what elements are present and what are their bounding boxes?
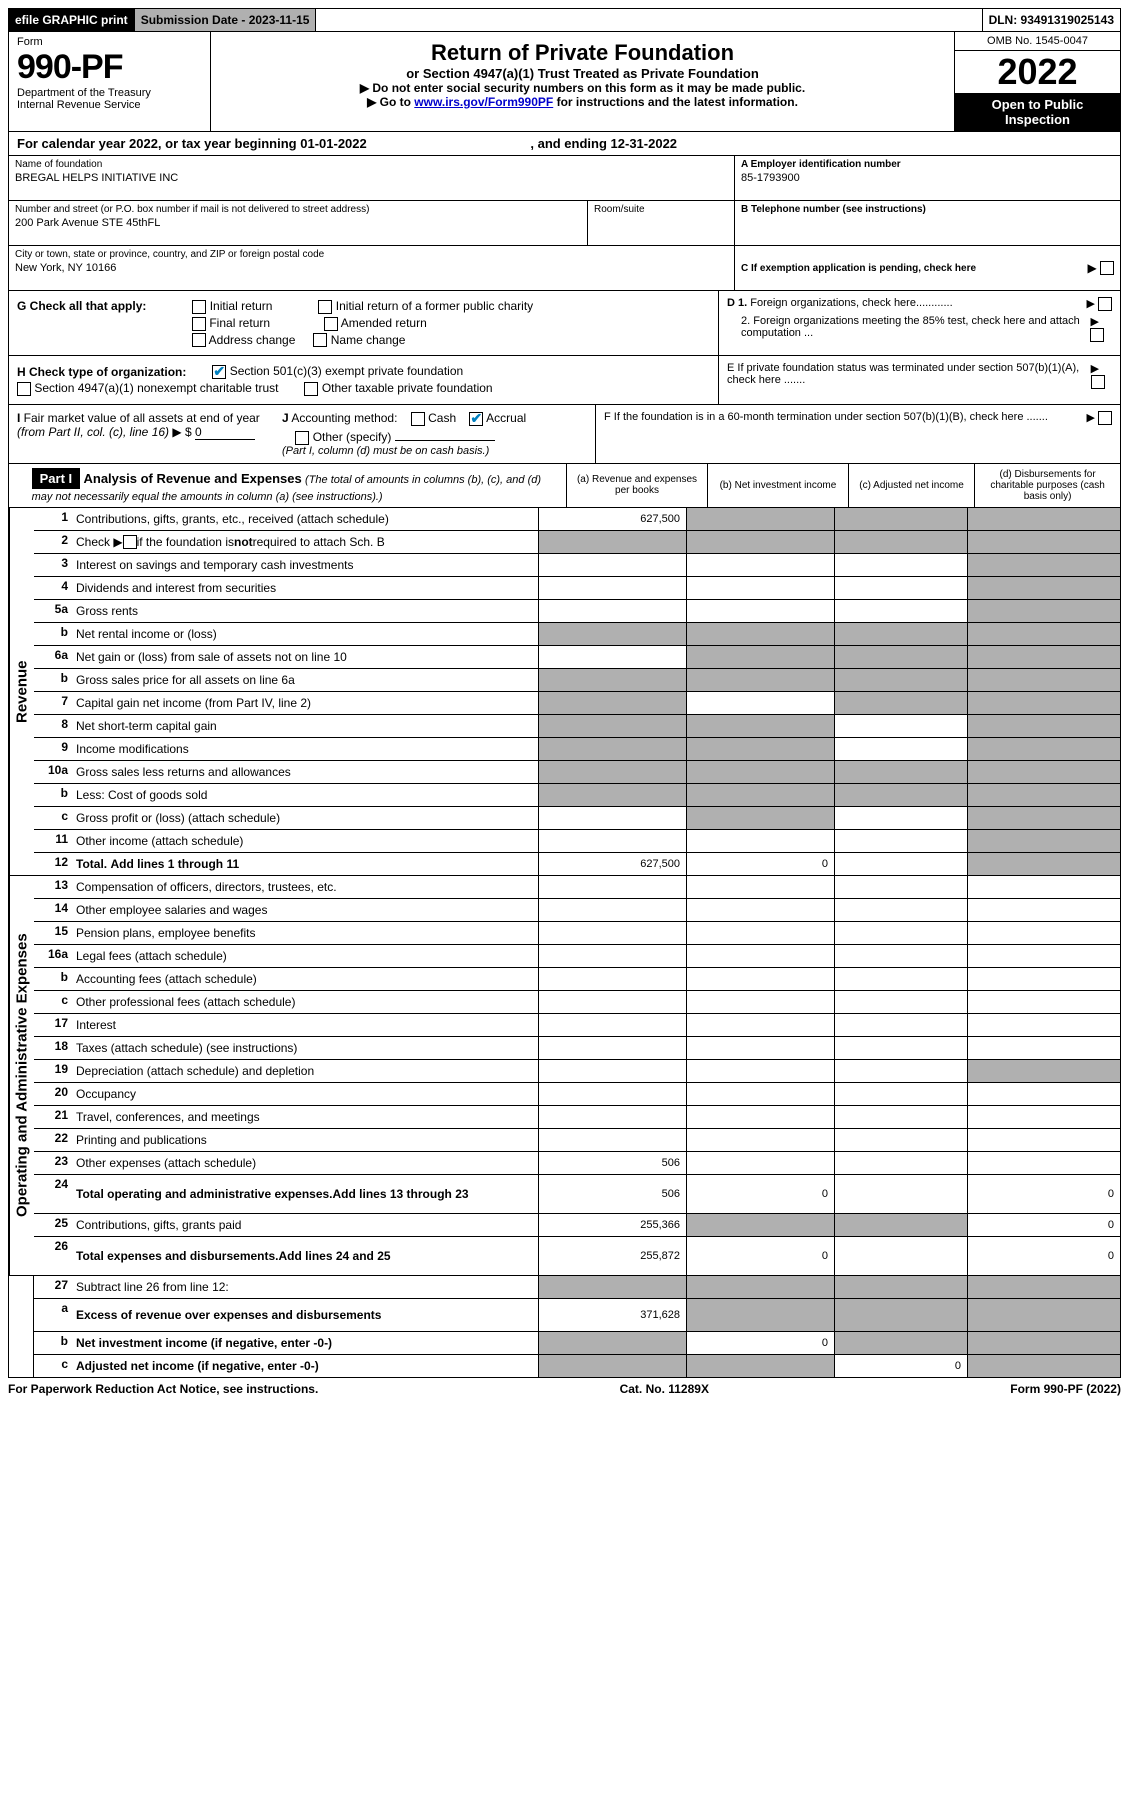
checks-gd: G Check all that apply: Initial return I… — [8, 291, 1121, 356]
open-public: Open to Public Inspection — [955, 93, 1120, 131]
revenue-side-label: Revenue — [9, 508, 34, 875]
top-bar: efile GRAPHIC print Submission Date - 20… — [8, 8, 1121, 32]
header-center: Return of Private Foundation or Section … — [211, 32, 954, 131]
instruction-2: ▶ Go to www.irs.gov/Form990PF for instru… — [219, 95, 946, 109]
tax-year: 2022 — [955, 51, 1120, 93]
address-cell: Number and street (or P.O. box number if… — [9, 201, 734, 246]
part1-header-row: Part I Analysis of Revenue and Expenses … — [8, 464, 1121, 508]
501c3-checkbox[interactable] — [212, 365, 226, 379]
header-right: OMB No. 1545-0047 2022 Open to Public In… — [954, 32, 1120, 131]
accrual-checkbox[interactable] — [469, 412, 483, 426]
checks-ijf: I Fair market value of all assets at end… — [8, 405, 1121, 464]
form-ref: Form 990-PF (2022) — [1010, 1382, 1121, 1396]
initial-return-checkbox[interactable] — [192, 300, 206, 314]
form-label: Form — [17, 36, 202, 48]
calendar-year-row: For calendar year 2022, or tax year begi… — [8, 132, 1121, 156]
header-left: Form 990-PF Department of the Treasury I… — [9, 32, 211, 131]
entity-info: Name of foundation BREGAL HELPS INITIATI… — [8, 156, 1121, 291]
cash-checkbox[interactable] — [411, 412, 425, 426]
dln: DLN: 93491319025143 — [982, 9, 1120, 31]
street-address: 200 Park Avenue STE 45thFL — [15, 215, 587, 229]
foundation-name: BREGAL HELPS INITIATIVE INC — [15, 170, 728, 184]
address-change-checkbox[interactable] — [192, 333, 206, 347]
page-footer: For Paperwork Reduction Act Notice, see … — [8, 1378, 1121, 1400]
omb-number: OMB No. 1545-0047 — [955, 32, 1120, 51]
expenses-side-label: Operating and Administrative Expenses — [9, 876, 34, 1275]
paperwork-notice: For Paperwork Reduction Act Notice, see … — [8, 1382, 318, 1396]
line27-section: 27Subtract line 26 from line 12: aExcess… — [8, 1276, 1121, 1378]
ein-value: 85-1793900 — [741, 170, 1114, 184]
foreign-org-checkbox[interactable] — [1098, 297, 1112, 311]
col-a-header: (a) Revenue and expenses per books — [566, 464, 707, 507]
dept-irs: Internal Revenue Service — [17, 99, 202, 111]
checks-f: F If the foundation is in a 60-month ter… — [595, 405, 1120, 463]
form-number: 990-PF — [17, 48, 202, 87]
city-cell: City or town, state or province, country… — [9, 246, 734, 290]
instruction-1: ▶ Do not enter social security numbers o… — [219, 81, 946, 95]
initial-former-checkbox[interactable] — [318, 300, 332, 314]
checks-e: E If private foundation status was termi… — [718, 356, 1120, 404]
phone-cell: B Telephone number (see instructions) — [735, 201, 1120, 246]
sch-b-checkbox[interactable] — [123, 535, 137, 549]
ein-cell: A Employer identification number 85-1793… — [735, 156, 1120, 201]
irs-link[interactable]: www.irs.gov/Form990PF — [414, 95, 553, 109]
expenses-section: Operating and Administrative Expenses 13… — [8, 876, 1121, 1276]
foreign-85-checkbox[interactable] — [1090, 328, 1104, 342]
form-subtitle: or Section 4947(a)(1) Trust Treated as P… — [219, 66, 946, 81]
final-return-checkbox[interactable] — [192, 317, 206, 331]
exemption-pending-checkbox[interactable] — [1100, 261, 1114, 275]
foundation-name-cell: Name of foundation BREGAL HELPS INITIATI… — [9, 156, 734, 201]
terminated-checkbox[interactable] — [1091, 375, 1105, 389]
checks-g: G Check all that apply: Initial return I… — [9, 291, 718, 355]
amended-return-checkbox[interactable] — [324, 317, 338, 331]
exemption-pending-cell: C If exemption application is pending, c… — [735, 246, 1120, 290]
revenue-section: Revenue 1Contributions, gifts, grants, e… — [8, 508, 1121, 876]
other-method-checkbox[interactable] — [295, 431, 309, 445]
checks-ij: I Fair market value of all assets at end… — [9, 405, 595, 463]
entity-info-left: Name of foundation BREGAL HELPS INITIATI… — [9, 156, 734, 290]
other-taxable-checkbox[interactable] — [304, 382, 318, 396]
col-b-header: (b) Net investment income — [707, 464, 848, 507]
submission-date: Submission Date - 2023-11-15 — [135, 9, 317, 31]
form-title: Return of Private Foundation — [219, 40, 946, 66]
cat-number: Cat. No. 11289X — [620, 1382, 709, 1396]
col-d-header: (d) Disbursements for charitable purpose… — [974, 464, 1120, 507]
form-header: Form 990-PF Department of the Treasury I… — [8, 32, 1121, 132]
entity-info-right: A Employer identification number 85-1793… — [734, 156, 1120, 290]
col-c-header: (c) Adjusted net income — [848, 464, 974, 507]
room-suite-label: Room/suite — [594, 204, 734, 215]
city-state-zip: New York, NY 10166 — [15, 260, 728, 274]
efile-label: efile GRAPHIC print — [9, 9, 135, 31]
checks-he: H Check type of organization: Section 50… — [8, 356, 1121, 405]
fmv-value: 0 — [195, 425, 255, 440]
checks-h: H Check type of organization: Section 50… — [9, 356, 718, 404]
checks-d: D 1. D 1. Foreign organizations, check h… — [718, 291, 1120, 355]
4947-checkbox[interactable] — [17, 382, 31, 396]
part1-label: Part I — [32, 468, 81, 489]
60month-checkbox[interactable] — [1098, 411, 1112, 425]
dept-treasury: Department of the Treasury — [17, 87, 202, 99]
name-change-checkbox[interactable] — [313, 333, 327, 347]
